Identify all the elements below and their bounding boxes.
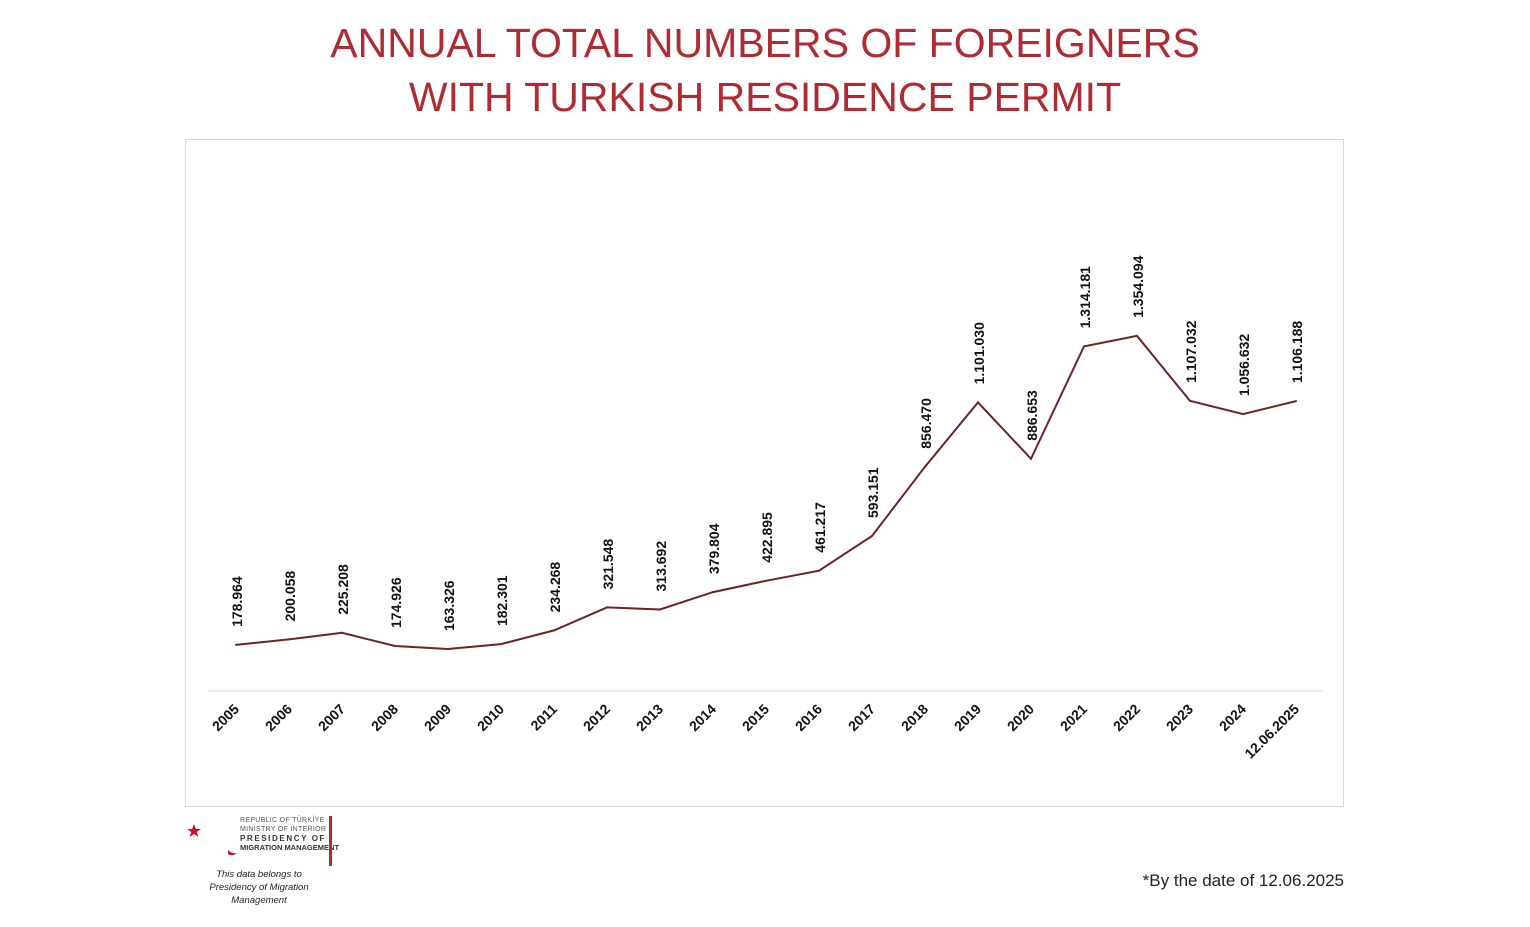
data-point <box>341 631 343 634</box>
data-point <box>288 638 290 641</box>
data-label: 225.208 <box>335 564 351 615</box>
data-label: 321.548 <box>600 539 616 590</box>
x-tick-label: 2024 <box>1216 701 1249 734</box>
x-tick-label: 2022 <box>1110 701 1143 734</box>
data-label: 1.056.632 <box>1236 334 1252 396</box>
data-label: 182.301 <box>494 575 510 626</box>
data-label: 593.151 <box>865 467 881 518</box>
data-label: 163.326 <box>441 580 457 631</box>
data-point <box>1189 399 1191 402</box>
x-tick-label: 2013 <box>633 701 666 734</box>
data-point <box>394 645 396 647</box>
data-label: 174.926 <box>388 577 404 628</box>
logo-line-2: MINISTRY OF INTERIOR <box>240 826 327 833</box>
data-point <box>1242 413 1244 416</box>
data-label: 856.470 <box>918 398 934 449</box>
x-tick-label: 2015 <box>739 701 772 734</box>
data-label: 1.107.032 <box>1183 320 1199 382</box>
data-point <box>818 569 820 572</box>
chart-title-line-2: WITH TURKISH RESIDENCE PERMIT <box>408 74 1122 120</box>
x-tick-label: 2007 <box>315 701 348 734</box>
data-credit: This data belongs to Presidency of Migra… <box>184 868 334 907</box>
data-point <box>1295 400 1297 403</box>
chart-frame <box>185 139 1344 807</box>
data-label: 461.217 <box>812 502 828 553</box>
x-tick-label: 2010 <box>474 701 507 734</box>
x-tick-label: 2005 <box>209 701 242 734</box>
data-point <box>1136 334 1138 337</box>
chart-title: ANNUAL TOTAL NUMBERS OF FOREIGNERS WITH … <box>0 16 1530 124</box>
data-point <box>1030 457 1032 460</box>
x-tick-label: 2012 <box>580 701 613 734</box>
logo-line-1: REPUBLIC OF TÜRKİYE <box>240 817 325 824</box>
logo-text: REPUBLIC OF TÜRKİYE MINISTRY OF INTERIOR… <box>240 816 339 852</box>
x-tick-label: 2008 <box>368 701 401 734</box>
logo-line-3: PRESIDENCY OF <box>240 834 326 843</box>
logo-line-4: MIGRATION MANAGEMENT <box>240 843 340 852</box>
x-tick-label: 12.06.2025 <box>1241 701 1302 762</box>
data-label: 234.268 <box>547 562 563 613</box>
data-point <box>235 643 237 646</box>
data-point <box>1083 345 1085 348</box>
data-point <box>553 629 555 632</box>
x-tick-label: 2023 <box>1163 701 1196 734</box>
data-point <box>606 606 608 609</box>
x-tick-label: 2014 <box>686 701 719 734</box>
data-point <box>447 648 449 650</box>
x-tick-label: 2011 <box>527 701 560 734</box>
data-point <box>500 643 502 646</box>
data-label: 1.101.030 <box>971 322 987 384</box>
data-point <box>765 579 767 582</box>
credit-line-1: This data belongs to <box>216 869 302 880</box>
credit-line-2: Presidency of Migration Management <box>209 882 309 906</box>
data-label: 313.692 <box>653 541 669 592</box>
data-point <box>871 535 873 537</box>
x-tick-label: 2019 <box>951 701 984 734</box>
data-label: 1.354.094 <box>1130 255 1146 317</box>
x-tick-label: 2018 <box>898 701 931 734</box>
data-label: 422.895 <box>759 512 775 563</box>
chart-title-line-1: ANNUAL TOTAL NUMBERS OF FOREIGNERS <box>330 20 1200 66</box>
x-tick-label: 2016 <box>792 701 825 734</box>
data-label: 379.804 <box>706 523 722 574</box>
crescent-star-icon <box>187 824 237 861</box>
data-label: 200.058 <box>282 571 298 622</box>
data-label: 1.106.188 <box>1289 321 1305 383</box>
logo-divider <box>329 816 332 866</box>
x-tick-label: 2021 <box>1057 701 1090 734</box>
data-point <box>712 591 714 594</box>
data-point <box>924 465 926 468</box>
x-tick-label: 2009 <box>421 701 454 734</box>
x-tick-label: 2017 <box>845 701 878 734</box>
pmm-logo: REPUBLIC OF TÜRKİYE MINISTRY OF INTERIOR… <box>184 814 354 907</box>
data-point <box>977 401 979 404</box>
data-label: 1.314.181 <box>1077 266 1093 328</box>
data-label: 178.964 <box>229 576 245 627</box>
footnote: *By the date of 12.06.2025 <box>1142 871 1344 890</box>
data-point <box>659 608 661 611</box>
data-label: 886.653 <box>1024 390 1040 441</box>
x-tick-label: 2006 <box>262 701 295 734</box>
x-tick-label: 2020 <box>1004 701 1037 734</box>
